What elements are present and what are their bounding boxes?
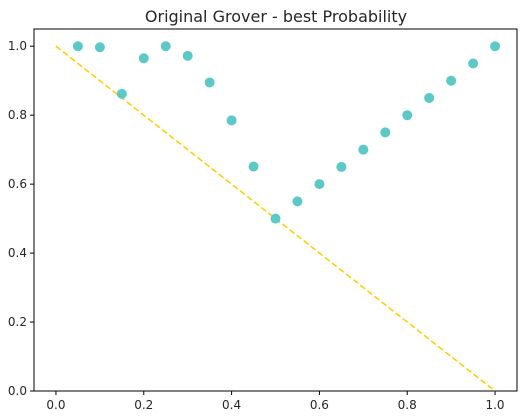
scatter-point: [446, 75, 457, 86]
scatter-point: [116, 88, 127, 99]
x-tick-label: 0.6: [310, 398, 329, 412]
x-tick-label: 0.4: [222, 398, 241, 412]
scatter-point: [138, 53, 149, 64]
x-axis: 0.0 0.2 0.4 0.6 0.8 1.0: [46, 391, 505, 412]
y-axis: 0.0 0.2 0.4 0.6 0.8 1.0: [8, 39, 34, 398]
scatter-point: [270, 213, 281, 224]
scatter-point: [292, 196, 303, 207]
scatter-point: [380, 127, 391, 138]
scatter-point: [226, 115, 237, 126]
x-tick-label: 0.0: [46, 398, 65, 412]
scatter-point: [336, 161, 347, 172]
y-tick-label: 0.6: [8, 177, 27, 191]
scatter-point: [358, 144, 369, 155]
scatter-point: [182, 50, 193, 61]
scatter-point: [402, 110, 413, 121]
plot-area-frame: [33, 28, 518, 392]
scatter-point: [72, 41, 83, 52]
series-layer: [55, 41, 501, 392]
x-tick-label: 1.0: [485, 398, 504, 412]
y-tick-label: 0.2: [8, 315, 27, 329]
x-tick-label: 0.2: [134, 398, 153, 412]
scatter-point: [160, 41, 171, 52]
y-tick-label: 0.4: [8, 246, 27, 260]
y-tick-label: 1.0: [8, 39, 27, 53]
scatter-point: [490, 41, 501, 52]
y-tick-label: 0.8: [8, 108, 27, 122]
scatter-point: [94, 42, 105, 53]
scatter-point: [468, 58, 479, 69]
scatter-point: [248, 161, 259, 172]
scatter-point: [424, 92, 435, 103]
scatter-point: [314, 179, 325, 190]
scatter-point: [204, 77, 215, 88]
y-tick-label: 0.0: [8, 384, 27, 398]
chart-title: Original Grover - best Probability: [145, 7, 407, 26]
x-tick-label: 0.8: [398, 398, 417, 412]
